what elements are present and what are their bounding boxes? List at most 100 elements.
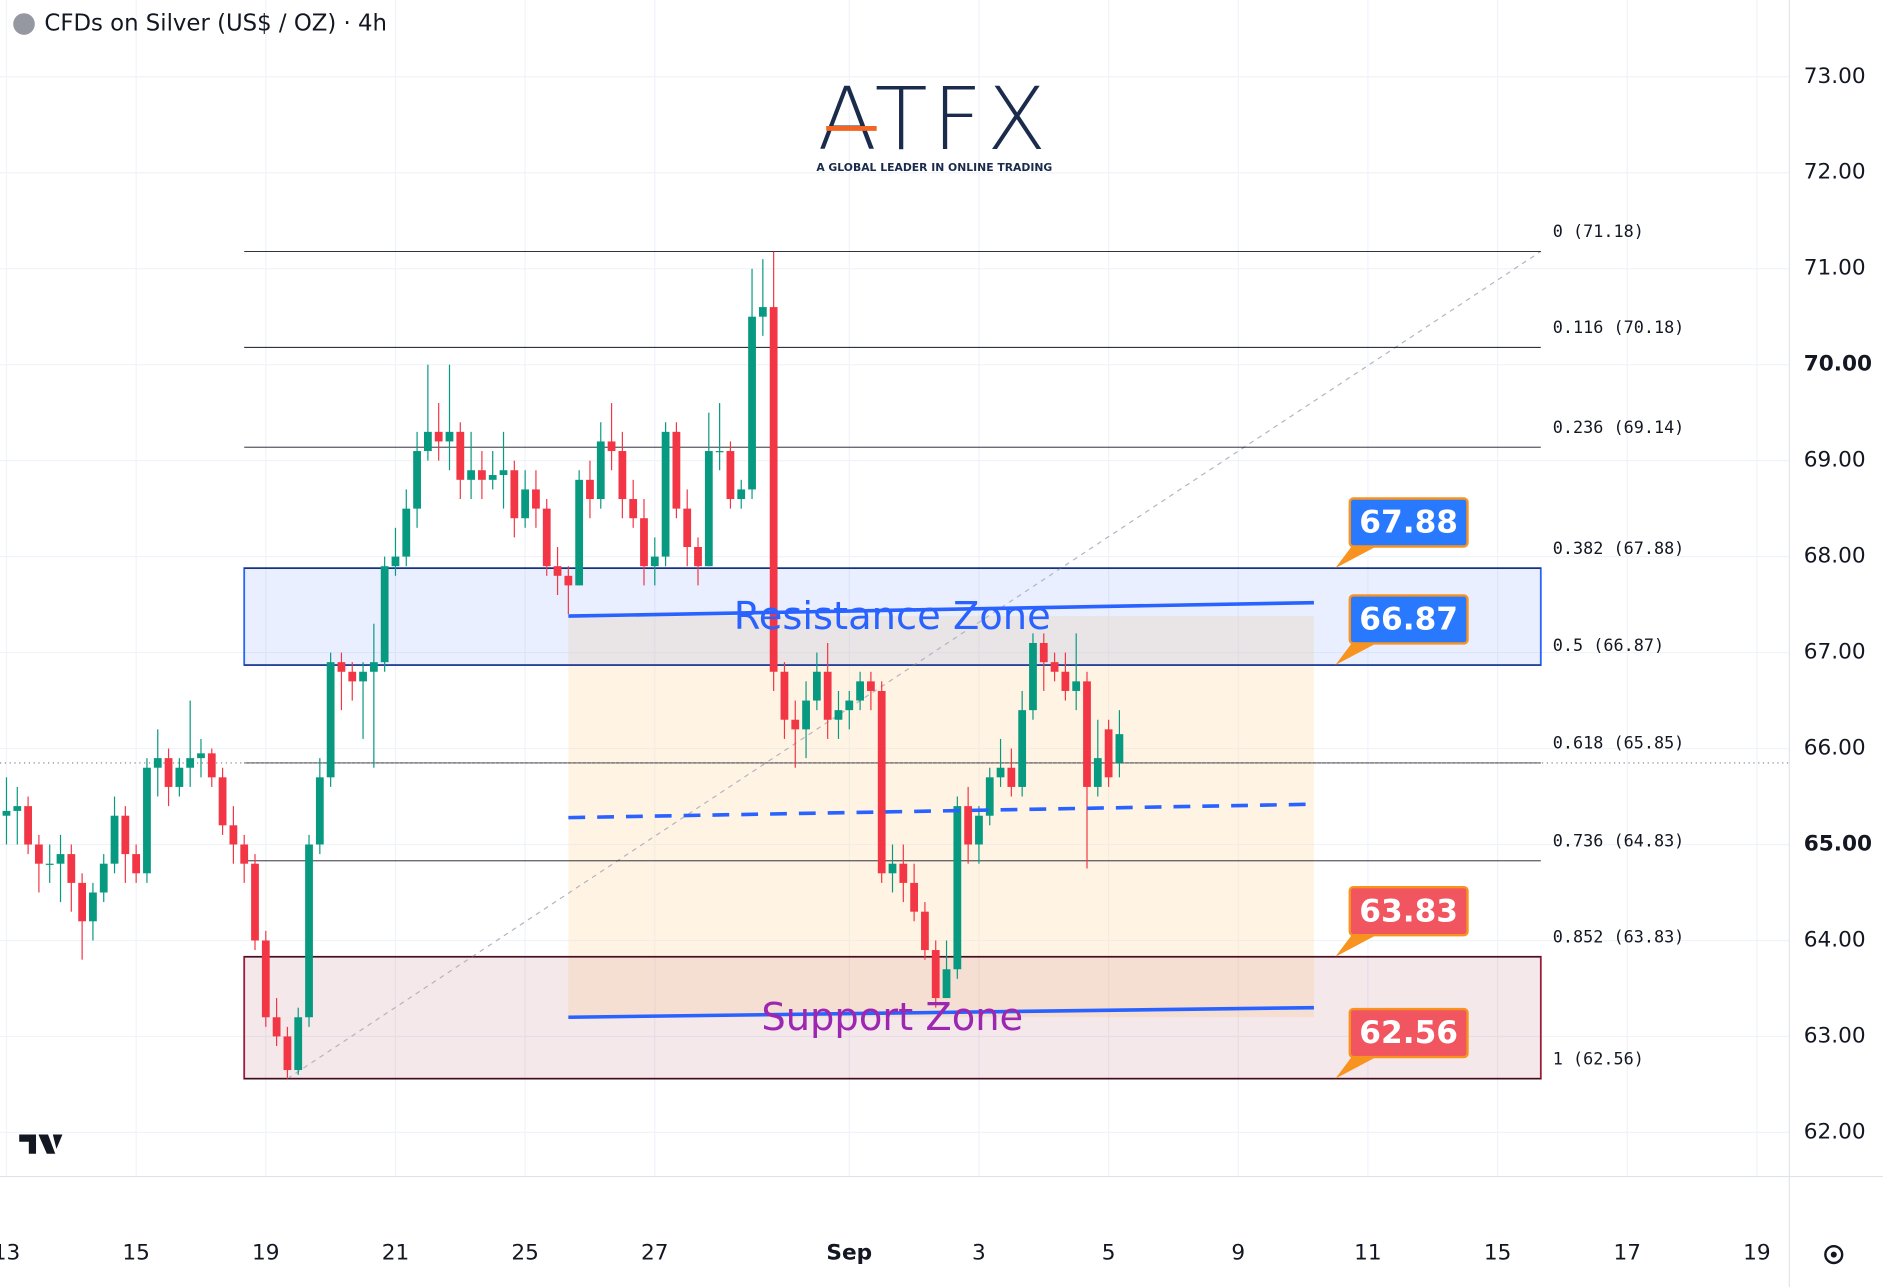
fib-label: 0.618 (65.85) (1553, 733, 1684, 753)
grid (0, 0, 1790, 1177)
candle-body (1083, 681, 1091, 787)
candle-body (672, 431, 681, 509)
y-tick-label: 72.00 (1804, 160, 1866, 185)
candle-body (2, 810, 11, 816)
candle-body (791, 719, 800, 730)
fib-label: 0 (71.18) (1553, 221, 1644, 241)
fib-label: 0.5 (66.87) (1553, 635, 1664, 655)
candle-body (391, 556, 400, 567)
y-tick-label: 63.00 (1804, 1023, 1866, 1048)
symbol-icon (13, 13, 35, 35)
y-tick-label: 73.00 (1804, 64, 1866, 89)
candle-body (175, 767, 184, 787)
settings-icon[interactable] (1824, 1244, 1844, 1265)
plot-area: 0 (71.18) 0.116 (70.18) 0.236 (69.14) 0.382… (0, 221, 1790, 1080)
x-tick-label: 19 (1743, 1240, 1771, 1265)
candle-body (478, 470, 486, 480)
candle-body (67, 854, 76, 883)
zone-label: Resistance Zone (734, 594, 1051, 639)
candle-body (434, 431, 443, 442)
candle-body (510, 470, 519, 519)
candle-body (715, 451, 724, 453)
candle-body (575, 479, 584, 586)
candle-body (704, 451, 713, 567)
candle-body (823, 671, 832, 720)
candle-body (964, 806, 973, 845)
candle-body (488, 475, 497, 480)
x-tick-label: 17 (1614, 1240, 1642, 1265)
candle-body (888, 863, 897, 874)
candle-body (953, 806, 962, 970)
x-tick-label: 11 (1354, 1240, 1382, 1265)
y-tick-label: 68.00 (1804, 544, 1866, 569)
callout-label: 66.87 (1359, 602, 1458, 638)
candle-body (812, 671, 821, 701)
candle-body (650, 556, 659, 567)
callout-label: 62.56 (1359, 1015, 1458, 1051)
callout-box (1348, 1007, 1469, 1059)
callout-label: 63.83 (1359, 893, 1458, 929)
candle-body (532, 489, 540, 509)
candle-body (596, 441, 605, 500)
candle-body (748, 316, 756, 490)
candle-body (348, 671, 357, 682)
candle-body (445, 431, 454, 442)
settings-gear[interactable] (1824, 1244, 1844, 1265)
candle-body (899, 863, 908, 883)
y-tick-label: 62.00 (1804, 1119, 1866, 1144)
y-tick-label: 66.00 (1804, 736, 1866, 761)
trend-line (568, 802, 1314, 820)
callout-box (1348, 497, 1469, 548)
candle-body (942, 969, 951, 999)
tv-mark (19, 1134, 63, 1154)
x-tick-label: 9 (1231, 1240, 1245, 1265)
candle-body (1018, 710, 1027, 787)
candle-body (261, 940, 270, 1018)
candle-body (1115, 734, 1124, 763)
candle-body (618, 451, 627, 500)
candle-body (867, 681, 875, 691)
candle-body (521, 489, 530, 519)
candle-body (629, 499, 638, 519)
trend-line (568, 1005, 1314, 1020)
callout-box (1348, 885, 1469, 937)
candle-body (1007, 767, 1016, 787)
brand-logo: ATFX A GLOBAL LEADER IN ONLINE TRADING (816, 70, 1052, 174)
candle-body (769, 307, 778, 672)
candle-body (369, 662, 378, 672)
brand-name: ATFX (818, 70, 1051, 170)
fib-label: 0.382 (67.88) (1553, 538, 1684, 558)
candle-body (877, 690, 886, 874)
candle-body (975, 815, 983, 845)
tradingview-logo (19, 1134, 63, 1154)
candle-body (24, 806, 32, 845)
axes: 62.00 63.00 64.00 65.00 66.00 67.00 68.00 69.00… (0, 64, 1872, 1266)
candle-body (99, 863, 108, 893)
y-tick-label: 64.00 (1804, 927, 1866, 952)
candle-body (640, 518, 648, 567)
candle-body (197, 753, 205, 759)
x-tick-label: Sep (826, 1240, 872, 1265)
candle-body (694, 547, 702, 567)
candle-body (1029, 642, 1037, 711)
candle-body (931, 950, 940, 999)
zone (243, 567, 1542, 666)
candle-body (586, 479, 594, 500)
candle-body (921, 911, 929, 951)
candle-body (607, 441, 616, 452)
candle-body (542, 508, 551, 567)
candle-body (564, 575, 573, 586)
candle-body (402, 508, 411, 557)
x-tick-label: 13 (0, 1240, 20, 1265)
x-tick-label: 27 (641, 1240, 669, 1265)
candle-body (294, 1017, 303, 1071)
candle-body (802, 700, 810, 730)
candle-body (78, 882, 87, 922)
candle-body (121, 815, 130, 855)
x-tick-label: 21 (382, 1240, 410, 1265)
candle-body (89, 892, 97, 922)
candle-body (143, 767, 151, 874)
candle-body (910, 882, 919, 912)
candle-body (780, 671, 789, 720)
